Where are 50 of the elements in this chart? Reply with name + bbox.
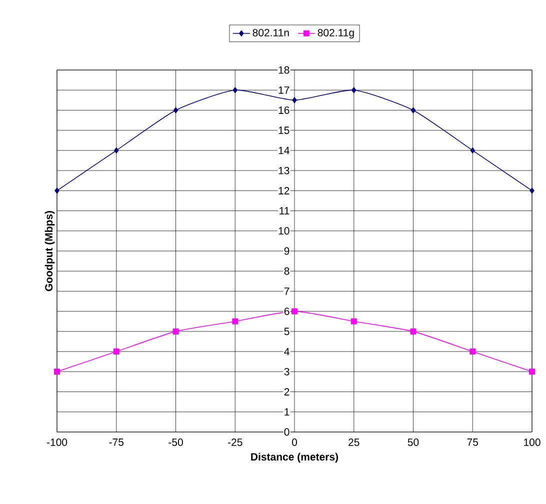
x-axis-title: Distance (meters) bbox=[251, 452, 338, 463]
point bbox=[350, 318, 357, 324]
point bbox=[232, 318, 238, 324]
x-tick-label: 0 bbox=[292, 438, 298, 446]
y-tick-label: 13 bbox=[278, 166, 290, 174]
point bbox=[529, 368, 536, 375]
y-axis-title: Goodput (Mbps) bbox=[44, 211, 55, 292]
point bbox=[410, 328, 416, 334]
x-tick-label: -25 bbox=[228, 438, 242, 446]
y-tick-label: 18 bbox=[278, 66, 290, 74]
y-tick-label: 9 bbox=[284, 247, 290, 255]
point bbox=[292, 97, 297, 104]
y-tick-label: 15 bbox=[278, 126, 290, 134]
y-tick-label: 1 bbox=[284, 408, 290, 416]
y-tick-label: 12 bbox=[278, 187, 290, 194]
y-tick-label: 3 bbox=[284, 368, 290, 376]
y-tick-label: 11 bbox=[280, 207, 290, 214]
y-tick-label: 7 bbox=[284, 288, 290, 295]
x-tick-label: 50 bbox=[408, 438, 419, 446]
y-tick-label: 16 bbox=[278, 106, 290, 114]
y-tick-label: 10 bbox=[278, 227, 290, 235]
x-tick-label: -50 bbox=[168, 438, 183, 446]
y-tick-label: 8 bbox=[284, 267, 290, 275]
x-tick-label: -75 bbox=[109, 438, 124, 446]
y-tick-label: 17 bbox=[278, 86, 290, 94]
point bbox=[410, 107, 416, 114]
y-tick-label: 2 bbox=[284, 388, 290, 396]
x-tick-label: -100 bbox=[46, 438, 68, 446]
y-tick-label: 6 bbox=[284, 308, 290, 316]
x-tick-label: 75 bbox=[467, 438, 478, 446]
point bbox=[352, 87, 356, 94]
point bbox=[114, 147, 119, 154]
legend-label: 802.11g bbox=[318, 28, 354, 38]
point bbox=[470, 348, 476, 355]
point bbox=[54, 368, 60, 375]
point bbox=[470, 147, 475, 154]
point bbox=[232, 87, 238, 94]
point bbox=[292, 308, 298, 314]
point bbox=[172, 328, 179, 334]
y-tick-label: 4 bbox=[284, 348, 290, 356]
x-tick-label: 100 bbox=[524, 438, 540, 446]
point bbox=[173, 107, 178, 114]
y-tick-label: 0 bbox=[284, 428, 290, 436]
y-tick-label: 5 bbox=[284, 328, 290, 336]
x-tick-label: 25 bbox=[348, 438, 360, 446]
legend-label: 802.11n bbox=[252, 28, 289, 36]
y-tick-label: 14 bbox=[278, 146, 290, 154]
point bbox=[530, 188, 534, 194]
point bbox=[54, 188, 60, 194]
point bbox=[113, 348, 120, 355]
